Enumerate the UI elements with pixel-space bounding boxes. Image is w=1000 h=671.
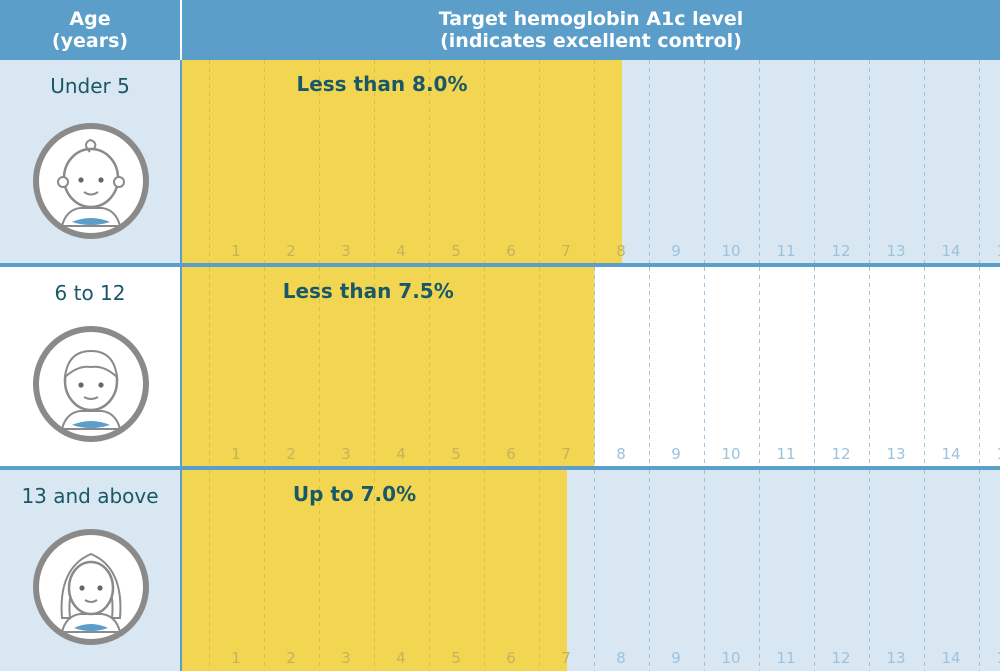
tick-label: 2	[286, 445, 296, 463]
tick-label: 13	[886, 649, 905, 667]
tick-label: 4	[396, 242, 406, 260]
row-chart: 123456789101112131415Less than 7.5%	[182, 267, 1000, 467]
tick-label: 6	[506, 649, 516, 667]
tick-label: 9	[671, 445, 681, 463]
bar	[182, 267, 595, 467]
tick-label: 13	[886, 445, 905, 463]
row-6-to-12: 6 to 12 123456789101112131415Less than 7…	[0, 267, 1000, 467]
tick-label: 1	[231, 649, 241, 667]
age-column-header: Age (years)	[0, 0, 180, 60]
plot-area: 123456789101112131415Less than 8.0%	[180, 60, 1000, 264]
bar-value-label: Up to 7.0%	[293, 482, 416, 506]
tick-label: 2	[286, 242, 296, 260]
header-divider	[180, 0, 182, 60]
tick-label: 13	[886, 242, 905, 260]
tick-label: 11	[776, 242, 795, 260]
tick-label: 9	[671, 649, 681, 667]
tick-label: 10	[721, 445, 740, 463]
age-header-line1: Age	[69, 8, 111, 30]
tick-label: 15	[996, 242, 1000, 260]
tick-label: 7	[561, 649, 571, 667]
tick-label: 8	[616, 445, 626, 463]
tick-label: 4	[396, 445, 406, 463]
tick-label: 7	[561, 445, 571, 463]
plot-area: 123456789101112131415Less than 7.5%	[180, 267, 1000, 467]
tick-label: 14	[941, 242, 960, 260]
tick-label: 4	[396, 649, 406, 667]
tick-label: 2	[286, 649, 296, 667]
age-header-line2: (years)	[51, 30, 129, 52]
target-header-line2: (indicates excellent control)	[440, 30, 742, 52]
tick-label: 11	[776, 649, 795, 667]
tick-label: 9	[671, 242, 681, 260]
row-13-and-above: 13 and above 123456789101112131415Up to …	[0, 470, 1000, 671]
tick-label: 12	[831, 242, 850, 260]
tick-label: 15	[996, 649, 1000, 667]
tick-label: 10	[721, 649, 740, 667]
tick-label: 8	[616, 649, 626, 667]
tick-label: 7	[561, 242, 571, 260]
teen-face-icon	[33, 529, 149, 645]
tick-label: 5	[451, 649, 461, 667]
tick-label: 1	[231, 242, 241, 260]
tick-label: 3	[341, 445, 351, 463]
tick-label: 15	[996, 445, 1000, 463]
tick-label: 6	[506, 242, 516, 260]
tick-label: 5	[451, 242, 461, 260]
bar	[182, 60, 622, 264]
tick-label: 12	[831, 445, 850, 463]
tick-label: 12	[831, 649, 850, 667]
tick-label: 8	[616, 242, 626, 260]
bar-value-label: Less than 7.5%	[283, 279, 454, 303]
row-divider	[0, 466, 1000, 470]
age-label: Under 5	[50, 74, 130, 98]
tick-label: 10	[721, 242, 740, 260]
row-divider	[0, 263, 1000, 267]
age-label: 6 to 12	[54, 281, 126, 305]
target-column-header: Target hemoglobin A1c level (indicates e…	[182, 0, 1000, 60]
tick-label: 3	[341, 649, 351, 667]
child-face-icon	[33, 326, 149, 442]
tick-label: 14	[941, 445, 960, 463]
age-cell: 13 and above	[0, 470, 180, 671]
tick-label: 5	[451, 445, 461, 463]
tick-label: 3	[341, 242, 351, 260]
row-under-5: Under 5 123456789101112131415Less than 8…	[0, 60, 1000, 264]
tick-label: 6	[506, 445, 516, 463]
tick-label: 1	[231, 445, 241, 463]
age-label: 13 and above	[21, 484, 159, 508]
baby-face-icon	[33, 123, 149, 239]
row-chart: 123456789101112131415Less than 8.0%	[182, 60, 1000, 264]
plot-area: 123456789101112131415Up to 7.0%	[180, 470, 1000, 671]
age-cell: Under 5	[0, 60, 180, 264]
age-cell: 6 to 12	[0, 267, 180, 467]
tick-label: 11	[776, 445, 795, 463]
target-header-line1: Target hemoglobin A1c level	[438, 8, 744, 30]
tick-label: 14	[941, 649, 960, 667]
row-chart: 123456789101112131415Up to 7.0%	[182, 470, 1000, 671]
bar-value-label: Less than 8.0%	[296, 72, 467, 96]
